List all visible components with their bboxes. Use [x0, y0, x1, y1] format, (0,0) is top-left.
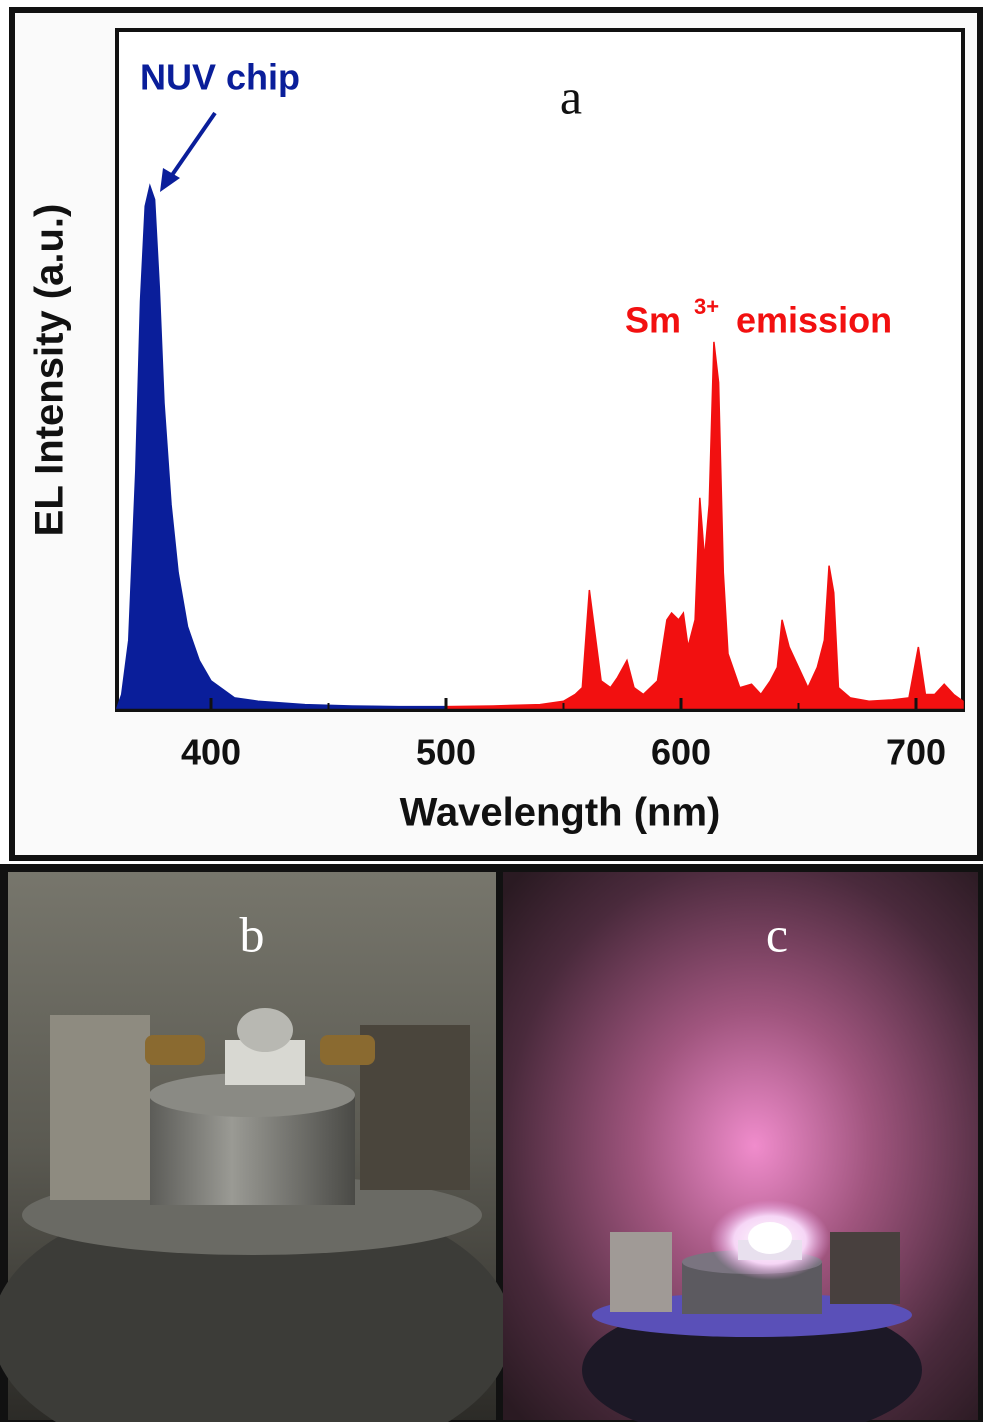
annotation-superscript: 3+: [694, 294, 719, 319]
photo-screw: [320, 1035, 375, 1065]
x-axis-title: Wavelength (nm): [400, 791, 721, 835]
photo-block: [360, 1025, 470, 1190]
photo-c: c: [503, 872, 978, 1422]
photo-led-dome: [237, 1008, 293, 1052]
panel-label: b: [240, 906, 265, 962]
photo-b: b: [0, 872, 512, 1422]
photo-block: [50, 1015, 150, 1200]
annotation: emission: [736, 300, 892, 341]
panel-label: a: [560, 68, 582, 124]
panel-label: c: [766, 906, 788, 962]
annotation-arrowhead: [160, 168, 180, 192]
photo-block: [610, 1232, 672, 1312]
photo-block: [830, 1232, 900, 1304]
photo-screw: [145, 1035, 205, 1065]
y-axis-title: EL Intensity (a.u.): [28, 204, 72, 537]
x-tick-label: 700: [886, 732, 946, 773]
spectrum-area: [445, 341, 964, 709]
x-tick-label: 500: [416, 732, 476, 773]
annotation: Sm: [625, 300, 681, 341]
plot-frame: [115, 28, 965, 712]
x-tick-label: 600: [651, 732, 711, 773]
spectrum-area: [115, 183, 447, 709]
x-tick-label: 400: [181, 732, 241, 773]
photo-led-dome: [748, 1222, 792, 1254]
annotation-arrow: [168, 111, 217, 180]
plot-area: [115, 183, 964, 710]
annotation: NUV chip: [140, 57, 300, 98]
